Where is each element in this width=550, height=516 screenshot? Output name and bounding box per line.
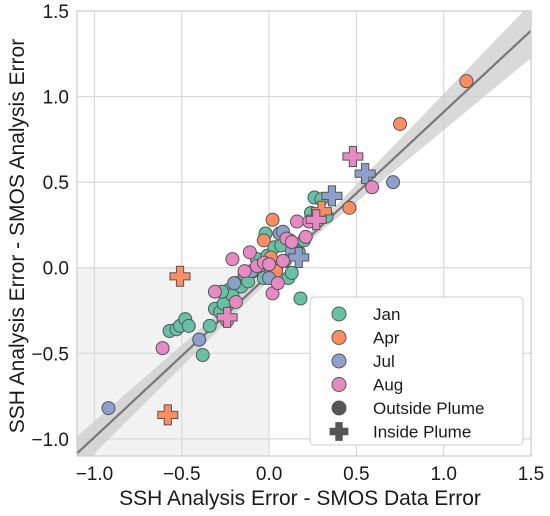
data-point-apr — [342, 200, 357, 215]
y-tick-label: 1.0 — [43, 88, 69, 109]
x-axis-title: SSH Analysis Error - SMOS Data Error — [119, 487, 481, 510]
x-tick-label: 0.0 — [256, 464, 282, 485]
x-tick-label: 1.5 — [518, 464, 544, 485]
y-tick-labels: −1.0 −0.5 0.0 0.5 1.0 1.5 — [31, 2, 69, 451]
legend-label-outside-plume: Outside Plume — [373, 399, 485, 418]
data-point-jul — [192, 332, 207, 347]
data-point-aug — [290, 214, 305, 229]
legend-marker-outside-plume — [331, 400, 347, 416]
data-point-plume-aug — [216, 306, 238, 328]
data-point-jan — [181, 318, 196, 333]
data-point-plume-aug — [305, 209, 327, 231]
data-point-aug — [207, 284, 222, 299]
data-point-jul — [101, 401, 116, 416]
x-tick-label: −1.0 — [76, 464, 114, 485]
data-point-apr — [393, 116, 408, 131]
y-tick-label: −0.5 — [31, 344, 69, 365]
legend-marker-apr — [331, 330, 347, 345]
data-point-plume-jul — [321, 185, 343, 207]
data-point-jan — [293, 291, 308, 306]
data-point-aug — [270, 276, 285, 291]
data-point-aug — [284, 235, 299, 250]
plot-area — [76, 10, 532, 457]
data-point-aug — [237, 264, 252, 279]
data-point-apr — [459, 74, 474, 89]
legend-label-inside-plume: Inside Plume — [373, 423, 471, 442]
data-point-plume-aug — [342, 145, 364, 167]
data-point-apr — [265, 212, 280, 227]
y-tick-label: 1.5 — [43, 2, 69, 23]
x-tick-labels: −1.0 −0.5 0.0 0.5 1.0 1.5 — [76, 464, 545, 485]
data-point-aug — [298, 229, 313, 244]
data-point-jan — [202, 318, 217, 333]
data-point-plume-apr — [169, 265, 191, 287]
data-point-aug — [225, 252, 240, 267]
data-point-aug — [228, 294, 243, 309]
y-tick-label: 0.0 — [43, 259, 69, 280]
data-point-plume-apr — [157, 404, 179, 426]
data-point-aug — [262, 257, 277, 272]
data-point-aug — [242, 245, 257, 260]
y-axis-title: SSH Analysis Error - SMOS Analysis Error — [6, 39, 29, 433]
data-point-jul — [227, 276, 242, 291]
legend-label-jul: Jul — [373, 352, 395, 371]
y-tick-label: −1.0 — [31, 430, 69, 451]
legend-label-apr: Apr — [373, 329, 400, 348]
legend-marker-inside-plume — [329, 422, 349, 441]
legend-marker-jul — [331, 353, 347, 369]
data-point-jul — [386, 175, 401, 190]
data-point-jan — [284, 265, 299, 280]
legend: Jan Apr Jul Aug Outside Plume Inside Plume — [309, 296, 524, 446]
legend-marker-jan — [331, 306, 347, 322]
confidence-band — [77, 11, 531, 456]
data-point-aug — [155, 341, 170, 356]
data-point-aug — [365, 180, 380, 195]
x-tick-label: 0.5 — [343, 464, 369, 485]
plot-frame — [76, 10, 532, 457]
legend-label-aug: Aug — [373, 376, 403, 395]
legend-box — [309, 296, 524, 446]
data-point-apr — [256, 233, 271, 248]
x-tick-label: 1.0 — [430, 464, 456, 485]
legend-marker-aug — [331, 377, 347, 392]
x-tick-label: −0.5 — [163, 464, 201, 485]
data-point-plume-jul — [288, 246, 310, 268]
y-tick-label: 0.5 — [43, 173, 69, 194]
data-point-aug — [276, 253, 291, 268]
data-point-jan — [195, 348, 210, 363]
legend-label-jan: Jan — [373, 305, 400, 324]
